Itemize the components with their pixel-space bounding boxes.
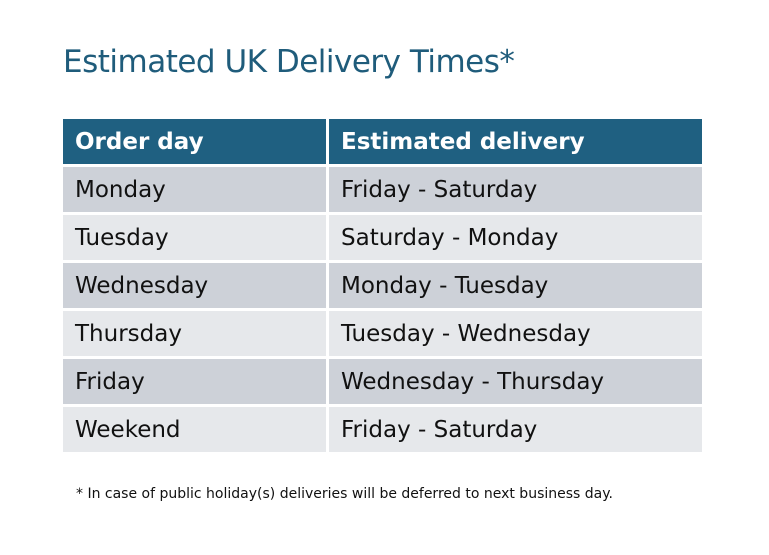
delivery-cell: Tuesday - Wednesday <box>329 311 702 359</box>
delivery-cell: Wednesday - Thursday <box>329 359 702 407</box>
table-row: Monday Friday - Saturday <box>63 167 702 215</box>
table-row: Weekend Friday - Saturday <box>63 407 702 455</box>
page-title: Estimated UK Delivery Times* <box>63 44 515 80</box>
delivery-times-table: Order day Estimated delivery Monday Frid… <box>63 119 702 455</box>
order-day-cell: Monday <box>63 167 329 215</box>
footnote: * In case of public holiday(s) deliverie… <box>76 486 613 502</box>
order-day-cell: Wednesday <box>63 263 329 311</box>
table-header-row: Order day Estimated delivery <box>63 119 702 167</box>
table-row: Tuesday Saturday - Monday <box>63 215 702 263</box>
delivery-cell: Saturday - Monday <box>329 215 702 263</box>
column-header: Order day <box>63 119 329 167</box>
delivery-cell: Friday - Saturday <box>329 407 702 455</box>
delivery-cell: Monday - Tuesday <box>329 263 702 311</box>
order-day-cell: Friday <box>63 359 329 407</box>
table-row: Thursday Tuesday - Wednesday <box>63 311 702 359</box>
order-day-cell: Weekend <box>63 407 329 455</box>
table-row: Wednesday Monday - Tuesday <box>63 263 702 311</box>
table-row: Friday Wednesday - Thursday <box>63 359 702 407</box>
order-day-cell: Thursday <box>63 311 329 359</box>
column-header: Estimated delivery <box>329 119 702 167</box>
delivery-cell: Friday - Saturday <box>329 167 702 215</box>
order-day-cell: Tuesday <box>63 215 329 263</box>
